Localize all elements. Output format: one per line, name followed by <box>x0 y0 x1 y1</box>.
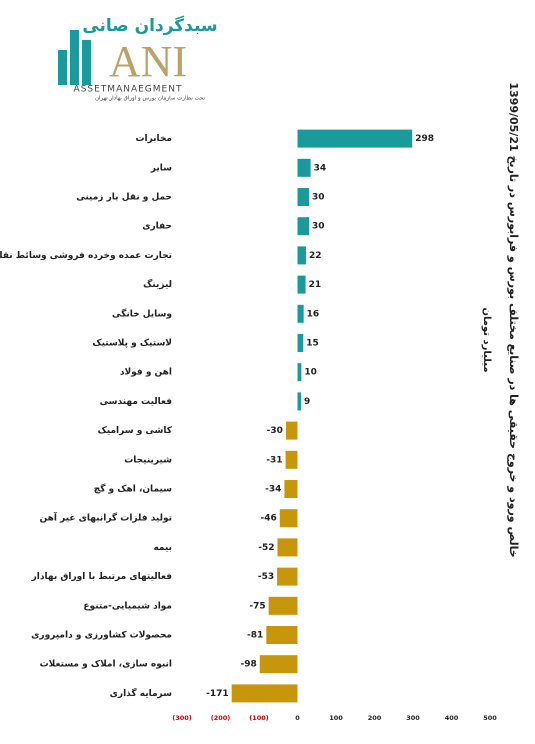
logo-tagline: ASSETMANAEGMENT <box>74 85 183 95</box>
logo-name: سبدگردان صانی <box>82 15 217 36</box>
data-label: -98 <box>241 660 257 670</box>
logo-bar <box>82 40 91 85</box>
category-label: تجارت عمده وخرده فروشی وسائط نقلیه موتور… <box>0 251 172 261</box>
logo-bar <box>70 30 79 85</box>
bar <box>285 450 298 469</box>
category-label: مواد شیمیایی-متنوع <box>83 601 172 611</box>
bar <box>297 363 302 382</box>
bar <box>284 480 298 498</box>
data-label: 34 <box>314 163 327 173</box>
category-label: بیمه <box>153 543 172 553</box>
bar <box>266 626 298 644</box>
data-label: 21 <box>309 280 322 290</box>
bar <box>268 596 298 615</box>
data-label: -171 <box>206 689 229 699</box>
category-label: تولید فلزات گرانبهای غیر آهن <box>40 512 173 524</box>
data-label: 298 <box>415 134 434 144</box>
bar <box>297 188 310 206</box>
data-label: -52 <box>258 543 274 553</box>
bar <box>297 158 311 177</box>
category-label: انبوه سازی، املاک و مستغلات <box>40 660 172 670</box>
bar <box>297 246 306 265</box>
bar <box>277 538 298 557</box>
category-label: فعالیتهای مرتبط با اوراق بهادار <box>31 572 172 582</box>
x-tick-label: (100) <box>249 714 269 722</box>
category-label: فعالیت مهندسی <box>100 397 173 407</box>
data-label: -31 <box>266 455 282 465</box>
data-label: -81 <box>247 631 263 641</box>
category-label: شیرینیجات <box>124 455 172 465</box>
logo: سبدگردان صانی ANI ASSETMANAEGMENT تحت نظ… <box>58 15 218 102</box>
data-label: 30 <box>312 193 325 203</box>
bar <box>297 275 306 294</box>
data-label: -34 <box>265 485 281 495</box>
x-tick-label: 0 <box>295 714 300 722</box>
category-label: کاشی و سرامیک <box>98 426 173 436</box>
data-label: 16 <box>307 309 320 319</box>
x-tick-label: 200 <box>368 714 382 722</box>
x-tick-label: (200) <box>211 714 231 722</box>
bar <box>231 684 298 703</box>
category-label: محصولات کشاورزی و دامپروری <box>31 631 172 641</box>
category-label: حمل و نقل بار زمینی <box>76 193 172 203</box>
category-label: سایر <box>150 163 172 173</box>
logo-mark: ANI <box>109 37 187 86</box>
data-label: -30 <box>267 426 283 436</box>
logo-note: تحت نظارت سازمان بورس و اوراق بهادار تهر… <box>95 96 205 102</box>
category-label: وسایل خانگی <box>112 307 172 319</box>
category-label: اهن و فولاد <box>120 368 172 378</box>
data-label: -46 <box>261 514 277 524</box>
bar <box>279 509 298 528</box>
data-label: 30 <box>312 222 325 232</box>
category-label: لاستیک و پلاستیک <box>92 339 172 349</box>
logo-bar <box>58 50 67 85</box>
data-label: -75 <box>249 601 265 611</box>
data-label: 22 <box>309 251 322 261</box>
bar <box>297 217 310 236</box>
x-tick-label: 100 <box>329 714 343 722</box>
category-label: سیمان، اهک و گچ <box>94 483 172 495</box>
category-label: حفاری <box>142 222 172 232</box>
data-label: 9 <box>304 397 310 407</box>
data-label: -53 <box>258 572 274 582</box>
data-label: 15 <box>306 339 319 349</box>
category-label: مخابرات <box>135 134 172 144</box>
bar <box>259 655 298 674</box>
bar <box>297 304 304 323</box>
chart-subtitle: میلیارد تومان <box>481 307 492 372</box>
bar <box>285 421 298 440</box>
x-tick-label: 500 <box>483 714 497 722</box>
data-label: 10 <box>304 368 317 378</box>
bar <box>297 334 304 352</box>
bar <box>297 392 301 411</box>
category-label: سرمایه گذاری <box>110 687 172 699</box>
x-tick-label: (300) <box>172 714 192 722</box>
bar <box>297 129 413 148</box>
x-tick-label: 300 <box>406 714 420 722</box>
category-label: لیزینگ <box>143 278 172 290</box>
bar <box>277 567 298 586</box>
x-tick-label: 400 <box>445 714 459 722</box>
chart-title: خالص ورود و خروج حقیقی ها در صنایع مختلف… <box>506 82 520 557</box>
